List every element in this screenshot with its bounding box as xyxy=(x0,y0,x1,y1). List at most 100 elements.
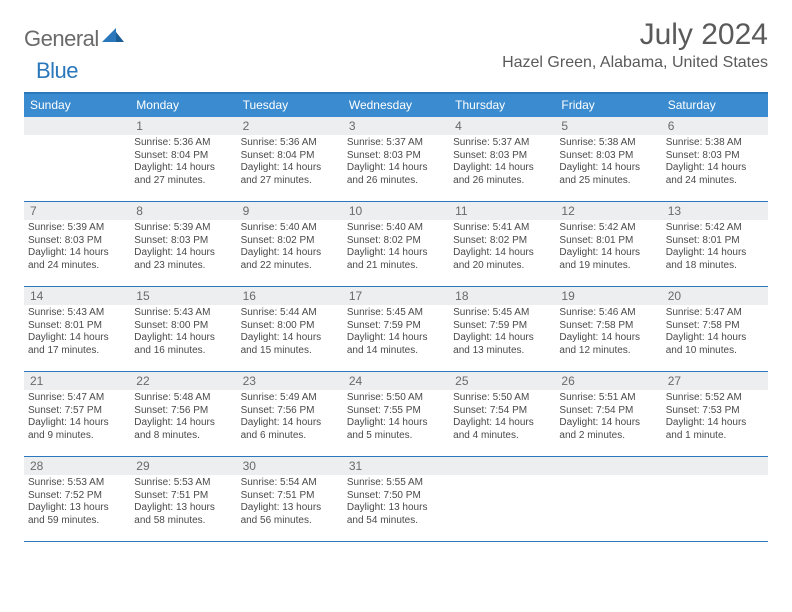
daylight-line-2: and 10 minutes. xyxy=(666,345,764,358)
day-number: 10 xyxy=(343,202,449,220)
daylight-line-1: Daylight: 14 hours xyxy=(347,247,445,260)
daylight-line-2: and 5 minutes. xyxy=(347,430,445,443)
daylight-line-2: and 18 minutes. xyxy=(666,260,764,273)
sunrise-line: Sunrise: 5:53 AM xyxy=(28,477,126,490)
sunset-line: Sunset: 7:55 PM xyxy=(347,405,445,418)
sunset-line: Sunset: 8:01 PM xyxy=(666,235,764,248)
day-number: 31 xyxy=(343,457,449,475)
daylight-line-2: and 12 minutes. xyxy=(559,345,657,358)
daylight-line-2: and 4 minutes. xyxy=(453,430,551,443)
sunrise-line: Sunrise: 5:44 AM xyxy=(241,307,339,320)
sunset-line: Sunset: 7:51 PM xyxy=(241,490,339,503)
day-number: 8 xyxy=(130,202,236,220)
day-cell: 19Sunrise: 5:46 AMSunset: 7:58 PMDayligh… xyxy=(555,287,661,371)
daylight-line-2: and 54 minutes. xyxy=(347,515,445,528)
daylight-line-1: Daylight: 14 hours xyxy=(347,332,445,345)
daylight-line-1: Daylight: 13 hours xyxy=(347,502,445,515)
day-number: 27 xyxy=(662,372,768,390)
sunset-line: Sunset: 7:58 PM xyxy=(559,320,657,333)
sunset-line: Sunset: 8:04 PM xyxy=(134,150,232,163)
daylight-line-1: Daylight: 14 hours xyxy=(241,247,339,260)
daylight-line-2: and 20 minutes. xyxy=(453,260,551,273)
day-number: 2 xyxy=(237,117,343,135)
sunset-line: Sunset: 8:00 PM xyxy=(134,320,232,333)
day-cell: 24 Sunrise: 5:50 AMSunset: 7:55 PMDayligh… xyxy=(343,372,449,456)
daylight-line-2: and 27 minutes. xyxy=(241,175,339,188)
day-cell: 1Sunrise: 5:36 AMSunset: 8:04 PMDaylight… xyxy=(130,117,236,201)
dow-cell: Sunday xyxy=(24,94,130,117)
sunrise-line: Sunrise: 5:54 AM xyxy=(241,477,339,490)
sunrise-line: Sunrise: 5:38 AM xyxy=(559,137,657,150)
daylight-line-2: and 23 minutes. xyxy=(134,260,232,273)
daylight-line-1: Daylight: 14 hours xyxy=(28,332,126,345)
day-number: 11 xyxy=(449,202,555,220)
day-number: 24 xyxy=(343,372,449,390)
daylight-line-1: Daylight: 14 hours xyxy=(134,332,232,345)
day-number: 1 xyxy=(130,117,236,135)
day-number: 29 xyxy=(130,457,236,475)
day-cell-empty xyxy=(449,457,555,541)
day-number: 3 xyxy=(343,117,449,135)
day-number: 19 xyxy=(555,287,661,305)
daylight-line-1: Daylight: 14 hours xyxy=(347,417,445,430)
daylight-line-1: Daylight: 14 hours xyxy=(134,417,232,430)
daylight-line-1: Daylight: 13 hours xyxy=(28,502,126,515)
daylight-line-1: Daylight: 14 hours xyxy=(453,162,551,175)
sunset-line: Sunset: 7:54 PM xyxy=(559,405,657,418)
sunset-line: Sunset: 8:03 PM xyxy=(347,150,445,163)
sunrise-line: Sunrise: 5:39 AM xyxy=(134,222,232,235)
sunrise-line: Sunrise: 5:39 AM xyxy=(28,222,126,235)
day-cell: 5Sunrise: 5:38 AMSunset: 8:03 PMDaylight… xyxy=(555,117,661,201)
daylight-line-1: Daylight: 14 hours xyxy=(559,247,657,260)
daylight-line-1: Daylight: 14 hours xyxy=(28,247,126,260)
sunset-line: Sunset: 7:56 PM xyxy=(134,405,232,418)
daylight-line-2: and 24 minutes. xyxy=(28,260,126,273)
logo-word-blue: Blue xyxy=(36,58,78,84)
day-cell: 13Sunrise: 5:42 AMSunset: 8:01 PMDayligh… xyxy=(662,202,768,286)
sunrise-line: Sunrise: 5:49 AM xyxy=(241,392,339,405)
calendar-grid: SundayMondayTuesdayWednesdayThursdayFrid… xyxy=(24,92,768,542)
sunset-line: Sunset: 8:03 PM xyxy=(666,150,764,163)
daylight-line-1: Daylight: 14 hours xyxy=(134,162,232,175)
sunset-line: Sunset: 8:01 PM xyxy=(559,235,657,248)
day-number: 14 xyxy=(24,287,130,305)
daylight-line-1: Daylight: 14 hours xyxy=(453,417,551,430)
day-cell: 25Sunrise: 5:50 AMSunset: 7:54 PMDayligh… xyxy=(449,372,555,456)
sunset-line: Sunset: 8:02 PM xyxy=(453,235,551,248)
sunset-line: Sunset: 7:59 PM xyxy=(453,320,551,333)
day-number: 5 xyxy=(555,117,661,135)
day-cell: 3Sunrise: 5:37 AMSunset: 8:03 PMDaylight… xyxy=(343,117,449,201)
day-number: 12 xyxy=(555,202,661,220)
sunrise-line: Sunrise: 5:45 AM xyxy=(453,307,551,320)
day-number: 15 xyxy=(130,287,236,305)
dow-cell: Friday xyxy=(555,94,661,117)
day-number: 21 xyxy=(24,372,130,390)
sunrise-line: Sunrise: 5:50 AM xyxy=(453,392,551,405)
daylight-line-2: and 15 minutes. xyxy=(241,345,339,358)
week-row: 28Sunrise: 5:53 AMSunset: 7:52 PMDayligh… xyxy=(24,457,768,542)
daylight-line-1: Daylight: 14 hours xyxy=(666,417,764,430)
weeks-container: 1Sunrise: 5:36 AMSunset: 8:04 PMDaylight… xyxy=(24,117,768,542)
sunrise-line: Sunrise: 5:38 AM xyxy=(666,137,764,150)
sunset-line: Sunset: 8:03 PM xyxy=(28,235,126,248)
logo: General xyxy=(24,18,104,52)
week-row: 21Sunrise: 5:47 AMSunset: 7:57 PMDayligh… xyxy=(24,372,768,457)
day-number xyxy=(24,117,130,135)
sunrise-line: Sunrise: 5:37 AM xyxy=(347,137,445,150)
day-number xyxy=(555,457,661,475)
daylight-line-2: and 56 minutes. xyxy=(241,515,339,528)
daylight-line-2: and 24 minutes. xyxy=(666,175,764,188)
daylight-line-1: Daylight: 14 hours xyxy=(666,332,764,345)
day-number: 28 xyxy=(24,457,130,475)
day-number: 17 xyxy=(343,287,449,305)
day-number xyxy=(449,457,555,475)
daylight-line-2: and 16 minutes. xyxy=(134,345,232,358)
daylight-line-1: Daylight: 14 hours xyxy=(453,332,551,345)
daylight-line-2: and 13 minutes. xyxy=(453,345,551,358)
sunset-line: Sunset: 8:04 PM xyxy=(241,150,339,163)
daylight-line-2: and 26 minutes. xyxy=(347,175,445,188)
sunset-line: Sunset: 7:59 PM xyxy=(347,320,445,333)
daylight-line-2: and 26 minutes. xyxy=(453,175,551,188)
sunset-line: Sunset: 7:58 PM xyxy=(666,320,764,333)
sunrise-line: Sunrise: 5:50 AM xyxy=(347,392,445,405)
